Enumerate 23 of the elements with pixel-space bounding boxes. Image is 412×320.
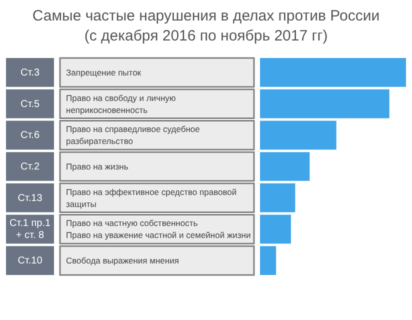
bar (260, 89, 390, 118)
text: Запрещение пыток (66, 67, 142, 78)
bar (260, 183, 296, 212)
y-tick-label: Ст.10 (18, 256, 43, 267)
chart-title: Самые частые нарушения в делах против России (32, 7, 380, 24)
bar (260, 152, 310, 181)
y-tick-label: Ст.3 (20, 67, 40, 78)
y-tick-label: Ст.5 (20, 98, 40, 110)
text: Право на свободу и личную неприкосновенность (66, 92, 176, 115)
y-tick-label: Ст.13 (18, 192, 43, 204)
text: Право на справедливое судебное разбирательство (66, 124, 200, 146)
y-tick-label: Ст.1 пр.1 + ст. 8 (9, 218, 51, 242)
text: Право на эффективное средство правовой защиты (66, 186, 237, 209)
text: Свобода выражения мнения (66, 256, 180, 266)
bar (260, 246, 276, 275)
bar (260, 120, 336, 150)
bar (260, 214, 291, 244)
text: Право на частную собственность Право на уважение частной и семейной жизни (66, 218, 251, 240)
bar (260, 58, 406, 87)
chart-subtitle: (с декабря 2016 по ноябрь 2017 гг) (84, 27, 328, 44)
text: Право на жизнь (66, 162, 129, 172)
y-tick-label: Ст.6 (20, 130, 40, 142)
y-tick-label: Ст.2 (20, 162, 40, 172)
